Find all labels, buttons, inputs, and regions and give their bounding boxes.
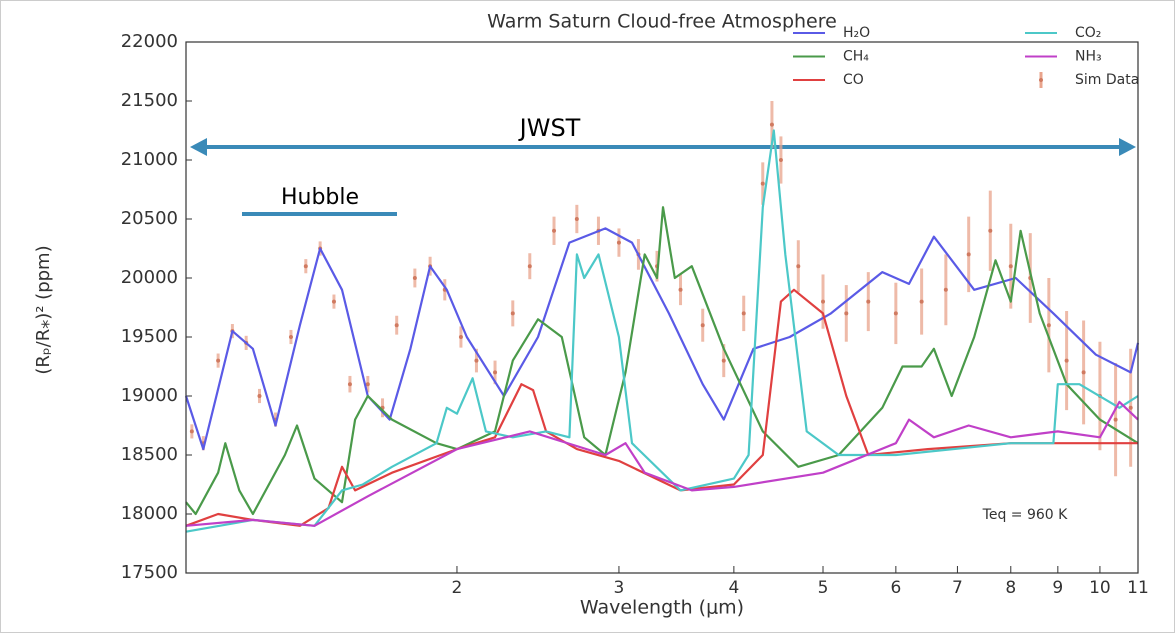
data-point [821,299,826,304]
teq-label: Teq = 960 K [982,507,1068,523]
y-tick-label: 18500 [121,444,178,465]
x-axis-label: Wavelength (μm) [580,597,744,619]
y-tick-label: 20000 [121,267,178,288]
y-tick-label: 18000 [121,503,178,524]
data-point [552,228,557,233]
data-point [474,358,479,363]
data-point [216,358,221,363]
arrow-head [190,138,207,156]
data-point [966,252,971,257]
data-point [527,264,532,269]
y-tick-label: 21500 [121,90,178,111]
data-point [741,311,746,316]
data-point [721,358,726,363]
series-line [185,400,1139,527]
data-point [616,240,621,245]
x-tick-label: 11 [1127,578,1149,598]
series-line [184,227,1140,451]
data-point [458,335,463,339]
y-tick-label: 19500 [121,326,178,347]
data-point [844,311,849,316]
legend-label: NH₃ [1075,49,1102,65]
legend-label: H₂O [843,25,870,41]
y-tick-label: 21000 [121,149,178,170]
data-point [189,429,194,434]
data-point [1064,358,1069,363]
data-point [919,299,924,304]
legend-label: CO₂ [1075,25,1101,41]
series-line [185,206,1139,516]
x-tick-label: 4 [728,578,739,598]
legend-label: CH₄ [843,49,869,65]
x-tick-label: 5 [818,578,829,598]
legend-swatch [1039,78,1043,82]
jwst-label: JWST [518,114,581,142]
data-point [700,323,705,328]
series-line [185,129,1139,533]
data-point [303,264,308,269]
x-tick-label: 6 [890,578,901,598]
data-point [1008,264,1013,269]
y-tick-label: 22000 [121,31,178,52]
data-point [893,311,898,316]
data-point [1081,370,1086,375]
x-tick-label: 3 [614,578,625,598]
legend-label: Sim Data [1075,72,1139,88]
x-tick-label: 8 [1005,578,1016,598]
y-tick-label: 20500 [121,208,178,229]
data-point [257,394,262,398]
data-point [365,382,370,387]
chart-title: Warm Saturn Cloud-free Atmosphere [487,11,837,33]
data-point [866,299,871,304]
data-point [1046,323,1051,328]
data-point [1128,405,1133,410]
x-tick-label: 9 [1052,578,1063,598]
y-tick-label: 19000 [121,385,178,406]
data-point [412,276,417,280]
data-point [988,228,993,233]
data-point [760,181,765,186]
data-point [394,323,399,328]
data-point [574,217,579,221]
data-point [943,287,948,292]
plot-area [185,41,1139,574]
x-tick-label: 7 [952,578,963,598]
data-point [510,311,515,316]
series-line [185,288,1138,527]
data-point [796,264,801,269]
data-point [347,382,352,387]
data-point [493,370,498,375]
x-tick-label: 2 [452,578,463,598]
legend-label: CO [843,72,864,88]
data-point [678,287,683,292]
x-tick-label: 10 [1089,578,1111,598]
data-point [288,335,293,339]
hubble-label: Hubble [281,185,359,210]
y-axis-label: (Rₚ/R⁎)² (ppm) [33,245,54,374]
data-point [778,158,783,162]
y-tick-label: 17500 [121,562,178,583]
data-point [1113,417,1118,422]
arrow-head [1119,138,1136,156]
data-point [769,122,774,127]
data-point [331,299,336,304]
